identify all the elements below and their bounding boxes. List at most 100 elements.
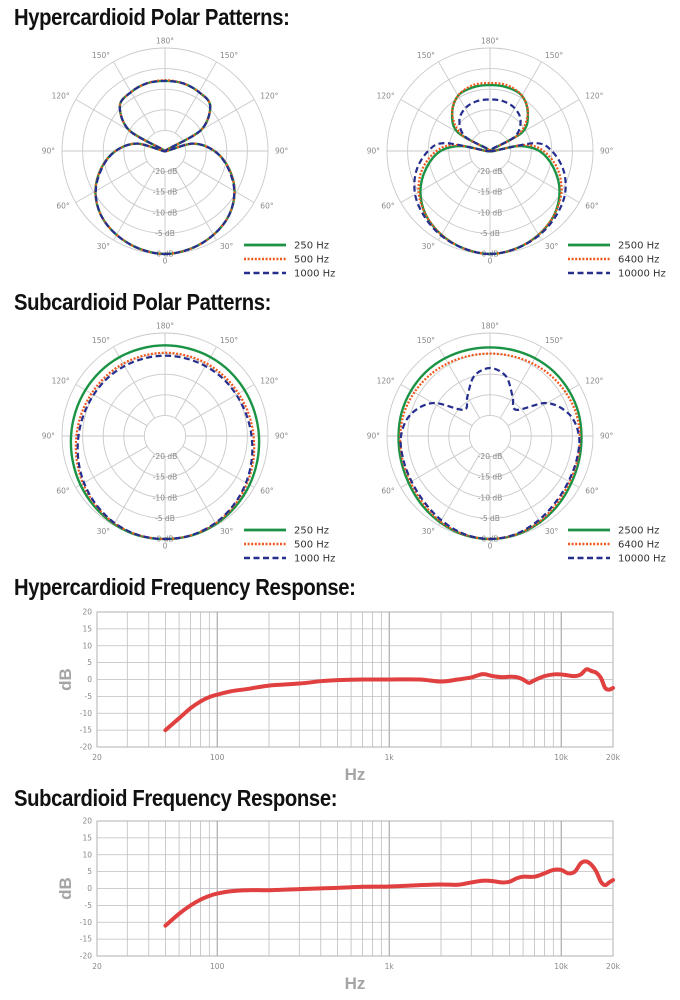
y-tick-label: 5 [87, 658, 92, 667]
polar-angle-label: 120° [52, 377, 70, 386]
hypercardioid-frequency-heading: Hypercardioid Frequency Response: [14, 574, 356, 600]
polar-spoke [400, 160, 473, 203]
polar-angle-label: 0 [163, 257, 168, 266]
polar-angle-label: 180° [156, 322, 174, 331]
polar-series-line [413, 98, 567, 256]
polar-angle-label: 120° [585, 92, 603, 101]
polar-angle-label: 30° [97, 242, 111, 251]
polar-angle-label: 120° [260, 92, 278, 101]
polar-spoke [75, 160, 148, 203]
x-axis-title: Hz [345, 765, 366, 784]
y-tick-label: 20 [82, 608, 92, 617]
polar-angle-label: 60° [260, 202, 274, 211]
polar-angle-label: 150° [417, 336, 435, 345]
polar-angle-label: 90° [42, 147, 56, 156]
legend-label: 250 Hz [294, 526, 329, 537]
y-tick-label: -20 [80, 952, 92, 961]
polar-angle-label: 90° [600, 432, 614, 441]
polar-ring-label: -15 dB [478, 473, 503, 482]
subcardioid-frequency-heading: Subcardioid Frequency Response: [14, 785, 338, 811]
polar-angle-label: 120° [585, 377, 603, 386]
polar-angle-label: 60° [260, 487, 274, 496]
polar-series-line [399, 366, 581, 541]
polar-angle-label: 150° [220, 336, 238, 345]
polar-spoke [499, 168, 542, 241]
x-tick-label: 20k [606, 753, 621, 762]
polar-series-line [397, 346, 583, 541]
polar-spoke [174, 346, 217, 419]
polar-spoke [182, 384, 255, 427]
polar-angle-label: 30° [422, 242, 436, 251]
polar-spoke [400, 384, 473, 427]
polar-ring-label: -15 dB [153, 188, 178, 197]
polar-angle-label: 180° [481, 322, 499, 331]
polar-angle-label: 30° [220, 242, 234, 251]
polar-angle-label: 30° [422, 527, 436, 536]
polar-ring-label: -15 dB [478, 188, 503, 197]
polar-spoke [507, 160, 580, 203]
polar-ring-label: -10 dB [153, 493, 178, 502]
legend-label: 1000 Hz [294, 554, 335, 565]
polar-angle-label: 150° [92, 51, 110, 60]
legend-label: 2500 Hz [618, 241, 659, 252]
polar-angle-label: 150° [545, 336, 563, 345]
polar-angle-label: 30° [545, 527, 559, 536]
polar-angle-label: 150° [545, 51, 563, 60]
polar-legend: 2500 Hz 6400 Hz 10000 Hz [568, 241, 666, 280]
polar-angle-label: 60° [381, 487, 395, 496]
polar-spoke [438, 168, 481, 241]
polar-spoke [174, 168, 217, 241]
polar-spoke [174, 61, 217, 134]
polar-ring-label: -20 dB [153, 167, 178, 176]
polar-angle-label: 150° [417, 51, 435, 60]
legend-label: 10000 Hz [618, 269, 666, 280]
polar-angle-label: 60° [585, 487, 599, 496]
polar-angle-label: 30° [220, 527, 234, 536]
polar-series-line [76, 354, 254, 541]
polar-ring-label: -20 dB [478, 452, 503, 461]
polar-spoke [182, 445, 255, 488]
y-tick-label: 20 [82, 817, 92, 826]
legend-label: 500 Hz [294, 540, 329, 551]
polar-ring-label: -5 dB [155, 229, 175, 238]
polar-angle-label: 90° [42, 432, 56, 441]
legend-label: 1000 Hz [294, 269, 335, 280]
polar-ring-label: -15 dB [153, 473, 178, 482]
polar-series-line [399, 352, 581, 541]
polar-spoke [75, 384, 148, 427]
x-tick-label: 1k [385, 962, 395, 971]
polar-ring-label: -20 dB [478, 167, 503, 176]
polar-angle-label: 60° [56, 202, 70, 211]
subcardioid-polar-heading: Subcardioid Polar Patterns: [14, 289, 272, 315]
polar-angle-label: 120° [52, 92, 70, 101]
legend-label: 500 Hz [294, 255, 329, 266]
polar-spoke [507, 384, 580, 427]
freq-grid [97, 821, 613, 956]
polar-spoke [113, 346, 156, 419]
hypercardioid-polar-heading: Hypercardioid Polar Patterns: [14, 4, 290, 30]
legend-label: 6400 Hz [618, 540, 659, 551]
polar-ring-label: -5 dB [480, 229, 500, 238]
frequency-response-line [163, 859, 615, 928]
polar-spoke [113, 453, 156, 526]
polar-spoke [113, 61, 156, 134]
y-tick-label: 15 [82, 833, 92, 842]
y-tick-label: -15 [80, 726, 92, 735]
polar-spoke [113, 168, 156, 241]
polar-spoke [507, 445, 580, 488]
y-axis-title: dB [56, 668, 75, 691]
x-tick-label: 20 [92, 962, 102, 971]
polar-series-line [419, 83, 561, 256]
y-tick-label: 15 [82, 624, 92, 633]
x-tick-label: 10k [554, 962, 569, 971]
polar-series-line [417, 81, 563, 256]
polar-ring-label: -20 dB [153, 452, 178, 461]
polar-spoke [438, 453, 481, 526]
polar-angle-label: 0 [488, 257, 493, 266]
polar-angle-label: 120° [260, 377, 278, 386]
polar-angle-label: 90° [367, 147, 381, 156]
